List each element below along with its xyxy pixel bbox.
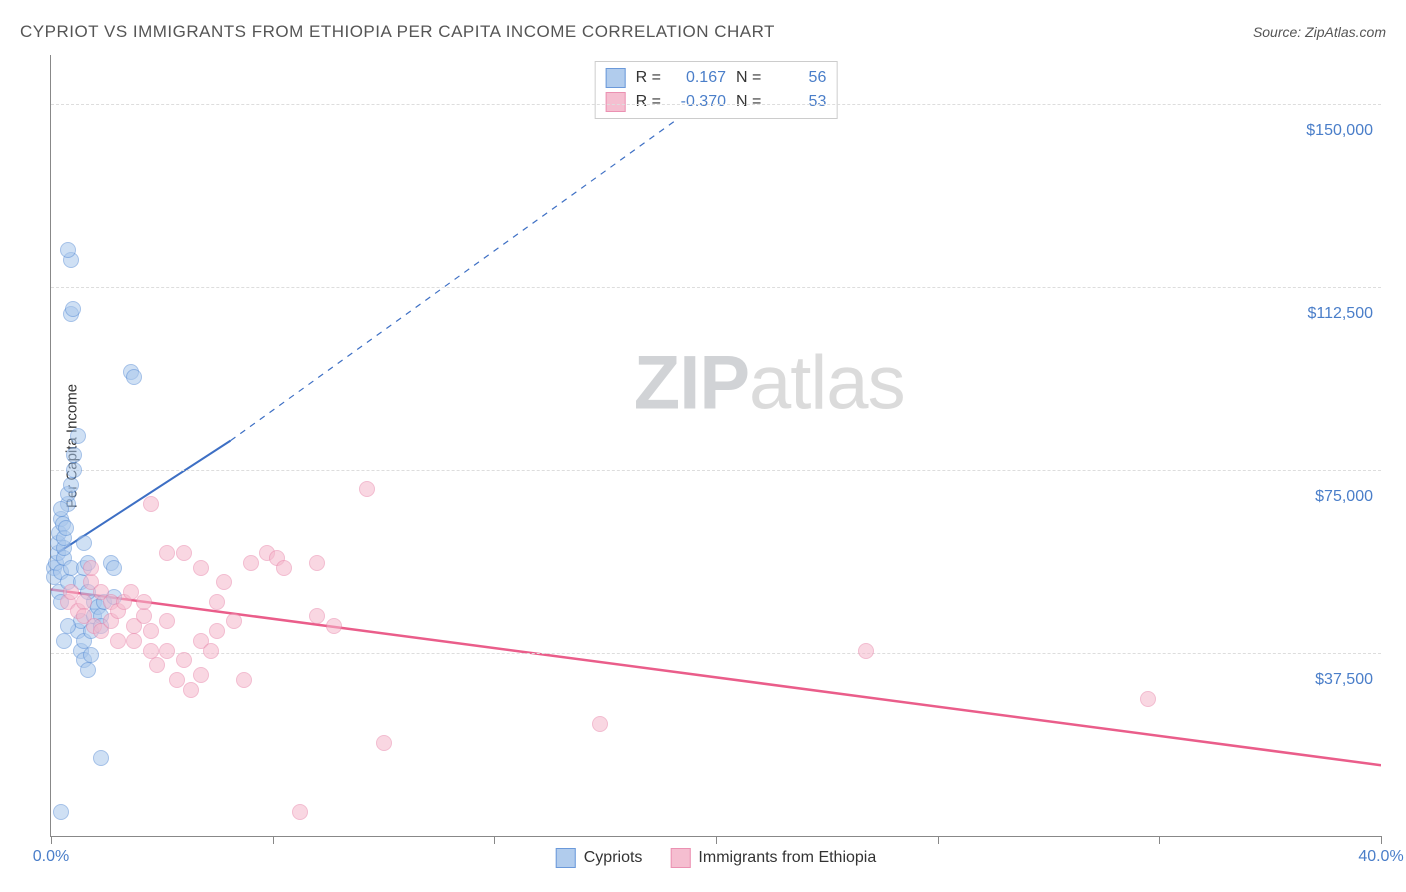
y-tick-label: $37,500	[1315, 671, 1373, 689]
y-tick-label: $75,000	[1315, 488, 1373, 506]
r-value-1: 0.167	[671, 69, 726, 87]
legend-item-1: Cypriots	[556, 848, 643, 868]
data-point	[143, 643, 159, 659]
data-point	[126, 369, 142, 385]
grid-line	[51, 287, 1381, 288]
data-point	[193, 560, 209, 576]
r-label-1: R =	[636, 69, 661, 87]
correlation-row-1: R = 0.167 N = 56	[606, 66, 827, 90]
data-point	[53, 804, 69, 820]
swatch-series-2	[606, 92, 626, 112]
n-value-1: 56	[771, 69, 826, 87]
data-point	[70, 428, 86, 444]
data-point	[1140, 691, 1156, 707]
grid-line	[51, 470, 1381, 471]
legend-swatch-2	[670, 848, 690, 868]
grid-line	[51, 653, 1381, 654]
data-point	[58, 520, 74, 536]
x-tick	[716, 836, 717, 844]
data-point	[80, 662, 96, 678]
source-attribution: Source: ZipAtlas.com	[1253, 24, 1386, 40]
data-point	[292, 804, 308, 820]
data-point	[143, 496, 159, 512]
data-point	[858, 643, 874, 659]
data-point	[193, 667, 209, 683]
data-point	[66, 462, 82, 478]
data-point	[309, 608, 325, 624]
data-point	[276, 560, 292, 576]
data-point	[60, 618, 76, 634]
plot-area: ZIPatlas R = 0.167 N = 56 R = -0.370 N =…	[50, 55, 1381, 837]
data-point	[136, 608, 152, 624]
data-point	[83, 647, 99, 663]
data-point	[236, 672, 252, 688]
data-point	[159, 613, 175, 629]
data-point	[126, 633, 142, 649]
data-point	[65, 301, 81, 317]
data-point	[76, 594, 92, 610]
data-point	[63, 477, 79, 493]
x-tick-label: 40.0%	[1358, 848, 1403, 866]
x-tick	[1381, 836, 1382, 844]
watermark-zip: ZIP	[634, 341, 749, 426]
y-tick-label: $150,000	[1306, 122, 1373, 140]
header-bar: CYPRIOT VS IMMIGRANTS FROM ETHIOPIA PER …	[20, 22, 1386, 42]
legend-label-2: Immigrants from Ethiopia	[698, 849, 876, 867]
data-point	[159, 545, 175, 561]
r-value-2: -0.370	[671, 93, 726, 111]
data-point	[159, 643, 175, 659]
x-tick	[51, 836, 52, 844]
data-point	[93, 750, 109, 766]
data-point	[66, 447, 82, 463]
data-point	[53, 501, 69, 517]
x-tick-label: 0.0%	[33, 848, 69, 866]
data-point	[209, 594, 225, 610]
data-point	[592, 716, 608, 732]
series-legend: Cypriots Immigrants from Ethiopia	[556, 848, 877, 868]
data-point	[149, 657, 165, 673]
n-value-2: 53	[771, 93, 826, 111]
data-point	[110, 633, 126, 649]
data-point	[209, 623, 225, 639]
correlation-row-2: R = -0.370 N = 53	[606, 90, 827, 114]
legend-swatch-1	[556, 848, 576, 868]
x-tick	[273, 836, 274, 844]
data-point	[376, 735, 392, 751]
data-point	[183, 682, 199, 698]
data-point	[243, 555, 259, 571]
trend-lines-layer	[51, 55, 1381, 836]
data-point	[216, 574, 232, 590]
data-point	[56, 633, 72, 649]
data-point	[203, 643, 219, 659]
data-point	[326, 618, 342, 634]
data-point	[136, 594, 152, 610]
x-tick	[494, 836, 495, 844]
data-point	[309, 555, 325, 571]
watermark: ZIPatlas	[634, 340, 905, 427]
x-tick	[938, 836, 939, 844]
data-point	[76, 535, 92, 551]
data-point	[60, 242, 76, 258]
data-point	[226, 613, 242, 629]
data-point	[359, 481, 375, 497]
chart-title: CYPRIOT VS IMMIGRANTS FROM ETHIOPIA PER …	[20, 22, 775, 42]
n-label-1: N =	[736, 69, 761, 87]
n-label-2: N =	[736, 93, 761, 111]
legend-label-1: Cypriots	[584, 849, 643, 867]
grid-line	[51, 104, 1381, 105]
data-point	[176, 545, 192, 561]
legend-item-2: Immigrants from Ethiopia	[670, 848, 876, 868]
swatch-series-1	[606, 68, 626, 88]
data-point	[143, 623, 159, 639]
x-tick	[1159, 836, 1160, 844]
r-label-2: R =	[636, 93, 661, 111]
y-tick-label: $112,500	[1307, 305, 1373, 323]
watermark-atlas: atlas	[749, 341, 905, 426]
correlation-legend: R = 0.167 N = 56 R = -0.370 N = 53	[595, 61, 838, 119]
data-point	[83, 560, 99, 576]
data-point	[176, 652, 192, 668]
data-point	[106, 560, 122, 576]
